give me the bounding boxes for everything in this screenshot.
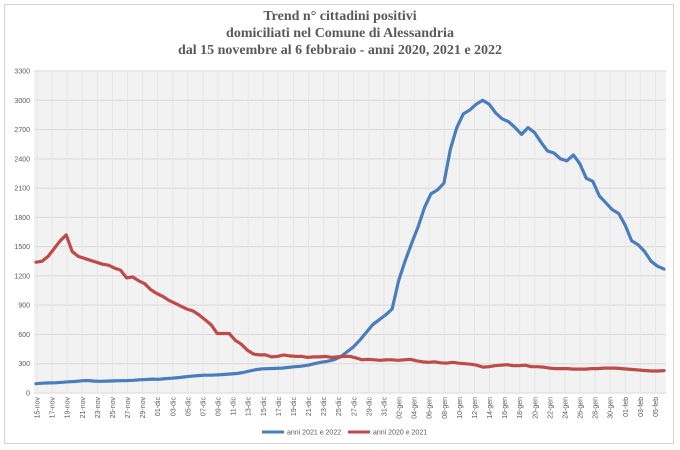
x-tick-label: 24-gen [562, 397, 569, 419]
x-tick-label: 12-gen [472, 397, 479, 419]
y-tick-label: 3300 [14, 69, 30, 76]
x-tick-label: 16-gen [502, 397, 509, 419]
x-tick-label: 04-gen [412, 397, 419, 419]
chart-title-line-1: Trend n° cittadini positivi [263, 9, 417, 24]
series-line-0 [34, 98, 666, 386]
legend-label-0: anni 2021 e 2022 [287, 430, 341, 437]
x-tick-label: 07-dic [200, 397, 207, 417]
x-tick-label: 13-dic [246, 397, 253, 417]
y-tick-label: 2700 [14, 127, 30, 134]
x-tick-label: 15-nov [35, 397, 42, 419]
x-tick-label: 22-gen [547, 397, 554, 419]
y-tick-label: 1500 [14, 244, 30, 251]
x-tick-label: 31-dic [381, 397, 388, 417]
x-tick-label: 29-dic [366, 397, 373, 417]
y-tick-label: 1800 [14, 215, 30, 222]
x-tick-label: 23-dic [321, 397, 328, 417]
x-tick-label: 15-dic [261, 397, 268, 417]
x-tick-label: 25-nov [110, 397, 117, 419]
x-tick-label: 21-nov [80, 397, 87, 419]
x-tick-label: 11-dic [231, 397, 238, 416]
x-tick-label: 08-gen [442, 397, 449, 419]
x-tick-label: 27-dic [351, 397, 358, 417]
x-axis-tick-labels: 15-nov 17-nov 19-nov 21-nov 23-nov 25-nov 27-n… [35, 397, 660, 419]
x-tick-label: 17-dic [276, 397, 283, 417]
y-tick-label: 0 [26, 391, 30, 398]
y-tick-label: 2400 [14, 156, 30, 163]
x-tick-label: 19-dic [291, 397, 298, 417]
x-tick-label: 25-dic [336, 397, 343, 417]
x-tick-label: 06-gen [427, 397, 434, 419]
gridlines [34, 70, 666, 394]
x-tick-label: 20-gen [532, 397, 539, 419]
x-tick-label: 30-gen [608, 397, 615, 419]
legend-label-1: anni 2020 e 2021 [373, 430, 427, 437]
x-tick-label: 21-dic [306, 397, 313, 417]
y-tick-label: 1200 [14, 273, 30, 280]
chart-title-line-3: dal 15 novembre al 6 febbraio - anni 202… [177, 43, 503, 58]
y-tick-label: 300 [18, 361, 30, 368]
x-tick-label: 28-gen [593, 397, 600, 419]
chart-title-line-2: domiciliati nel Comune di Alessandria [226, 26, 454, 41]
x-tick-label: 19-nov [65, 397, 72, 419]
x-tick-label: 02-gen [397, 397, 404, 419]
chart-title: Trend n° cittadini positivi domiciliati … [0, 8, 680, 59]
y-tick-label: 3000 [14, 98, 30, 105]
x-tick-label: 03-feb [638, 397, 645, 417]
x-tick-label: 23-nov [95, 397, 102, 419]
plot-area [34, 71, 666, 393]
x-tick-label: 09-dic [216, 397, 223, 417]
series-line-1 [34, 233, 666, 373]
y-tick-label: 600 [18, 332, 30, 339]
x-tick-label: 10-gen [457, 397, 464, 419]
x-tick-label: 05-feb [653, 397, 660, 417]
x-tick-label: 18-gen [517, 397, 524, 419]
x-tick-label: 01-feb [623, 397, 630, 417]
x-tick-label: 27-nov [125, 397, 132, 419]
x-tick-label: 17-nov [50, 397, 57, 419]
x-tick-label: 26-gen [578, 397, 585, 419]
y-tick-label: 2100 [14, 186, 30, 193]
x-tick-label: 01-dic [155, 397, 162, 417]
y-axis-tick-labels: 0 300 600 900 1200 1500 1800 2100 2400 2700 3000 33… [14, 69, 30, 398]
x-tick-label: 29-nov [140, 397, 147, 419]
y-tick-label: 900 [18, 303, 30, 310]
x-tick-label: 05-dic [185, 397, 192, 417]
legend: anni 2021 e 2022 anni 2020 e 2021 [262, 430, 427, 437]
x-tick-label: 03-dic [170, 397, 177, 417]
x-tick-label: 14-gen [487, 397, 494, 419]
series-lines [34, 98, 666, 386]
